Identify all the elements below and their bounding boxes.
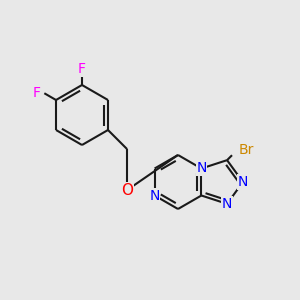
Text: F: F — [78, 62, 86, 76]
Text: N: N — [196, 161, 207, 176]
Text: N: N — [238, 175, 248, 189]
Text: F: F — [32, 86, 40, 100]
Text: Br: Br — [239, 143, 254, 157]
Text: O: O — [121, 183, 133, 198]
Text: N: N — [149, 188, 160, 203]
Text: N: N — [222, 197, 232, 211]
